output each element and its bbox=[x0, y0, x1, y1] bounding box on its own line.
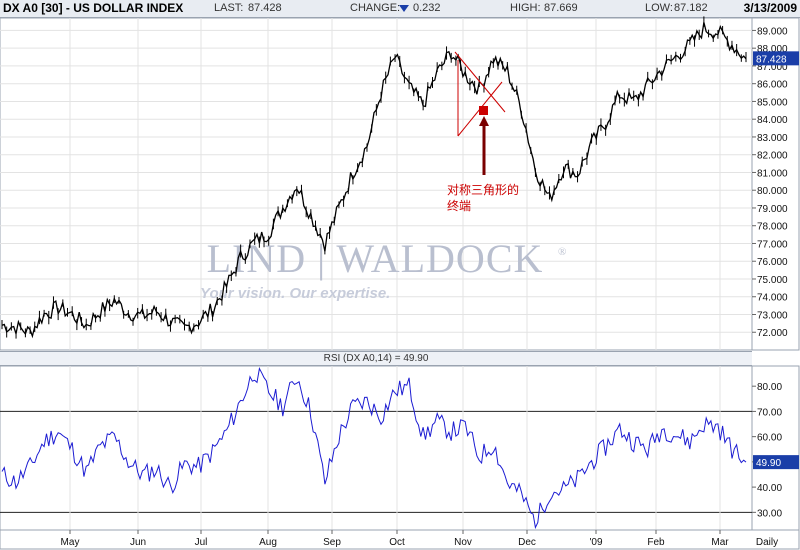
x-tick-label-jul: Jul bbox=[195, 537, 208, 548]
annotation-line1: 对称三角形的 bbox=[447, 182, 519, 197]
watermark-tagline: Your vision. Our expertise. bbox=[200, 285, 390, 302]
x-tick-label-09: '09 bbox=[589, 537, 602, 548]
price-y-tick-label: 86.000 bbox=[757, 80, 788, 91]
price-line bbox=[1, 22, 747, 339]
x-tick-label-may: May bbox=[61, 537, 80, 548]
rsi-y-tick-label: 60.00 bbox=[757, 433, 782, 444]
down-arrow-icon bbox=[397, 2, 411, 14]
x-axis: May Jun Jul Aug Sep Oct Nov Dec '09 Feb Mar Daily bbox=[0, 529, 800, 550]
price-y-tick-label: 89.000 bbox=[757, 26, 788, 37]
triangle-apex-marker bbox=[479, 106, 488, 115]
x-tick-label-nov: Nov bbox=[454, 537, 472, 548]
price-y-tick-label: 85.000 bbox=[757, 97, 788, 108]
watermark: LIND | WALDOCK ® Your vision. Our expert… bbox=[200, 236, 566, 302]
price-y-tick-label: 79.000 bbox=[757, 204, 788, 215]
price-y-tick-label: 83.000 bbox=[757, 133, 788, 144]
price-y-tick-label: 73.000 bbox=[757, 310, 788, 321]
x-tick-label-jun: Jun bbox=[130, 537, 146, 548]
last-label: LAST: bbox=[214, 2, 244, 14]
annotation-arrow-head bbox=[479, 116, 489, 126]
rsi-y-tick-label: 80.00 bbox=[757, 382, 782, 393]
price-y-tick-label: 84.000 bbox=[757, 115, 788, 126]
high-value: 87.669 bbox=[544, 2, 578, 14]
watermark-registered: ® bbox=[558, 246, 566, 258]
price-y-tick-label: 75.000 bbox=[757, 275, 788, 286]
price-last-badge bbox=[753, 51, 799, 66]
rsi-last-value: 49.90 bbox=[756, 458, 781, 469]
rsi-y-tick-label: 70.00 bbox=[757, 407, 782, 418]
rsi-line bbox=[1, 366, 747, 530]
price-plot-area bbox=[0, 17, 753, 351]
triangle-annotation: 对称三角形的 终端 bbox=[447, 51, 519, 213]
price-y-tick-label: 72.000 bbox=[757, 328, 788, 339]
x-tick-label-mar: Mar bbox=[711, 537, 729, 548]
quote-header: DX A0 [30] - US DOLLAR INDEX LAST: 87.42… bbox=[0, 0, 800, 18]
x-tick-label-daily: Daily bbox=[756, 537, 778, 548]
x-tick-label-oct: Oct bbox=[389, 537, 405, 548]
price-y-tick-label: 87.000 bbox=[757, 62, 788, 73]
x-tick-label-sep: Sep bbox=[323, 537, 341, 548]
quote-date: 3/13/2009 bbox=[743, 1, 797, 15]
rsi-panel-title: RSI (DX A0,14) = 49.90 bbox=[0, 351, 752, 366]
price-y-tick-label: 80.000 bbox=[757, 186, 788, 197]
rsi-axis-area bbox=[751, 365, 800, 531]
price-y-tick-label: 78.000 bbox=[757, 222, 788, 233]
annotation-line2: 终端 bbox=[447, 198, 471, 213]
last-value: 87.428 bbox=[248, 2, 282, 14]
x-tick-label-feb: Feb bbox=[647, 537, 665, 548]
price-y-tick-label: 76.000 bbox=[757, 257, 788, 268]
price-last-value: 87.428 bbox=[756, 54, 787, 65]
price-y-tick-label: 88.000 bbox=[757, 44, 788, 55]
price-series bbox=[1, 16, 747, 339]
price-y-tick-label: 77.000 bbox=[757, 239, 788, 250]
rsi-y-tick-label: 40.00 bbox=[757, 483, 782, 494]
rsi-series bbox=[1, 366, 747, 530]
rsi-plot-area bbox=[0, 365, 753, 531]
price-panel: 72.000 73.000 74.000 75.000 76.000 77.000 78.0… bbox=[0, 17, 800, 351]
price-axis-area bbox=[751, 17, 800, 351]
x-tick-label-aug: Aug bbox=[259, 537, 277, 548]
price-y-tick-label: 74.000 bbox=[757, 293, 788, 304]
price-y-tick-label: 81.000 bbox=[757, 168, 788, 179]
high-label: HIGH: bbox=[510, 2, 541, 14]
low-value: 87.182 bbox=[674, 2, 708, 14]
change-label: CHANGE: bbox=[350, 2, 401, 14]
low-label: LOW: bbox=[645, 2, 673, 14]
x-tick-label-dec: Dec bbox=[518, 537, 536, 548]
rsi-last-badge bbox=[753, 455, 799, 470]
change-value: 0.232 bbox=[413, 2, 441, 14]
symbol-title: DX A0 [30] - US DOLLAR INDEX bbox=[3, 1, 184, 15]
watermark-brand: LIND | WALDOCK bbox=[207, 236, 544, 281]
x-axis-band bbox=[0, 529, 800, 550]
triangle-upper-line bbox=[454, 51, 506, 113]
rsi-y-tick-label: 30.00 bbox=[757, 508, 782, 519]
price-y-tick-label: 82.000 bbox=[757, 151, 788, 162]
